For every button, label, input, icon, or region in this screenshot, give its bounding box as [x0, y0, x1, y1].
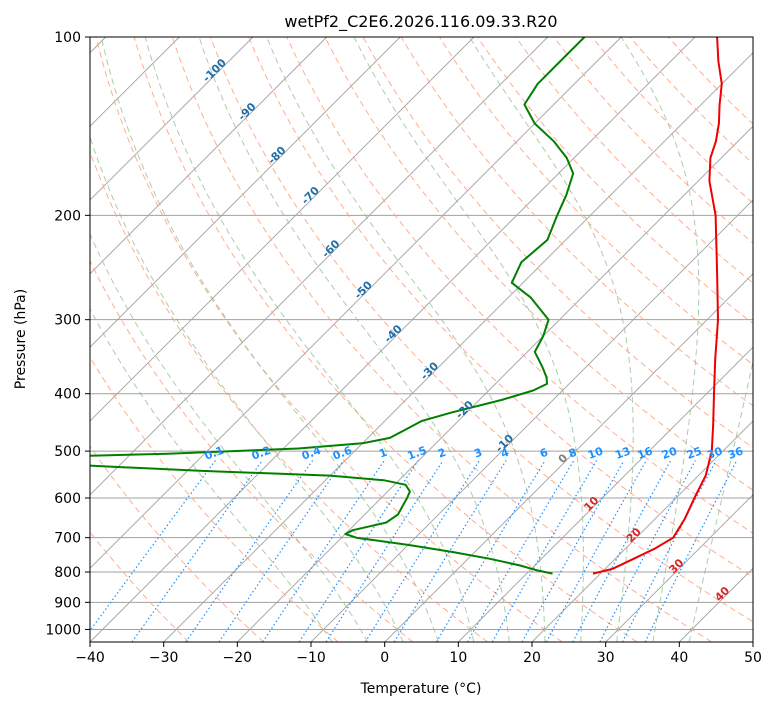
isotherm-line	[605, 494, 753, 642]
moist-adiabat	[688, 358, 753, 642]
mixing-ratio-line	[218, 460, 344, 642]
mixing-ratio-line	[545, 460, 647, 642]
x-tick-label: 20	[523, 650, 541, 666]
isotherm-line	[531, 420, 753, 642]
moist-adiabat	[90, 232, 369, 642]
dry-adiabat	[210, 37, 753, 623]
axes: −40 −30 −20 −10 0 10 20 30 40 50 1000 900 800 700 600 5…	[45, 30, 762, 666]
isotherm-line	[90, 37, 475, 422]
dry-adiabat	[400, 37, 753, 407]
dry-adiabat	[629, 37, 753, 165]
dry-adiabat	[90, 445, 264, 642]
dry-adiabat	[515, 37, 753, 284]
mixing-ratio-label: 16	[636, 444, 655, 462]
temperature-profile-line	[592, 37, 723, 575]
dry-adiabat	[591, 37, 753, 204]
isotherm-line	[90, 37, 328, 275]
moist-adiabat	[620, 37, 700, 642]
mixing-ratio-line	[262, 460, 385, 642]
dewpoint-profile-line	[90, 37, 586, 575]
x-tick-label: 50	[744, 650, 762, 666]
mixing-ratio-line	[185, 460, 314, 642]
chart-title: wetPf2_C2E6.2026.116.09.33.R20	[284, 12, 557, 32]
isotherm-line	[457, 346, 753, 642]
mixing-ratio-line	[466, 460, 575, 642]
mixing-ratio-label: 0.1	[203, 444, 226, 463]
moist-adiabat	[198, 37, 510, 642]
y-tick-label: 1000	[45, 622, 81, 638]
y-tick-label: 600	[54, 491, 81, 507]
x-tick-label: 10	[449, 650, 467, 666]
y-tick-label: 200	[54, 208, 81, 224]
mixing-ratio-line	[298, 460, 419, 642]
mixing-ratio-label: 36	[726, 444, 745, 462]
y-tick-label: 800	[54, 565, 81, 581]
mixing-ratio-label: 1	[377, 446, 389, 461]
dry-adiabat	[95, 37, 563, 642]
x-tick-label: −40	[75, 650, 105, 666]
mixing-ratio-label: 8	[567, 446, 579, 461]
isotherm-line	[90, 37, 549, 496]
isotherm-line	[90, 37, 401, 348]
mixing-ratio-label: 20	[660, 444, 679, 462]
y-tick-label: 900	[54, 595, 81, 611]
dry-adiabat	[362, 37, 753, 449]
x-tick-label: −10	[296, 650, 326, 666]
moist-adiabat	[266, 37, 546, 642]
moist-adiabat	[144, 37, 475, 642]
dry-adiabat	[324, 37, 753, 491]
isotherm-line	[236, 125, 753, 642]
isotherm-line	[90, 37, 254, 201]
x-axis-label: Temperature (°C)	[360, 681, 482, 697]
mixing-ratio-label: 30	[705, 444, 724, 462]
isotherm-line	[384, 273, 753, 642]
y-tick-label: 700	[54, 531, 81, 547]
y-tick-label: 100	[54, 30, 81, 46]
isotherm-line	[90, 37, 696, 642]
dry-adiabat	[477, 37, 753, 325]
moist-adiabat	[100, 37, 439, 642]
dry-adiabat	[133, 37, 638, 642]
mixing-ratio-label: 6	[538, 446, 550, 461]
y-tick-label: 300	[54, 313, 81, 329]
background-lines	[90, 37, 753, 642]
dry-adiabat	[248, 37, 753, 578]
isotherm-line	[163, 52, 753, 642]
mixing-ratio-label: 3	[472, 446, 484, 461]
moist-adiabat	[90, 135, 404, 642]
x-tick-label: 40	[670, 650, 688, 666]
mixing-ratio-label: 13	[613, 444, 632, 461]
dry-adiabat	[90, 259, 414, 642]
mixing-ratio-line	[131, 460, 263, 642]
x-tick-label: 0	[380, 650, 389, 666]
x-tick-label: −20	[223, 650, 253, 666]
y-tick-label: 400	[54, 387, 81, 403]
y-axis-label: Pressure (hPa)	[13, 289, 29, 389]
mixing-ratio-line	[90, 460, 216, 632]
mixing-ratio-label: 10	[586, 444, 605, 462]
mixing-ratio-label: 0.6	[331, 444, 354, 463]
moist-adiabat	[90, 308, 333, 642]
mixing-ratio-label: 4	[499, 446, 511, 461]
y-tick-label: 500	[54, 444, 81, 460]
dry-adiabat	[171, 37, 712, 642]
mixing-ratio-label: 0.2	[250, 444, 273, 463]
mixing-ratio-label: 2	[436, 446, 448, 461]
mixing-ratio-line	[435, 460, 546, 642]
x-tick-label: 30	[597, 650, 615, 666]
mixing-ratio-line	[521, 460, 625, 642]
isotherm-line	[90, 37, 622, 569]
mixing-ratio-label: 0.4	[300, 444, 323, 463]
mixing-ratio-label: 25	[685, 444, 704, 461]
plot-frame	[89, 36, 754, 643]
mixing-ratio-line	[644, 460, 738, 642]
mixing-ratio-label: 1.5	[406, 444, 429, 463]
x-tick-label: −30	[149, 650, 179, 666]
mixing-ratio-line	[491, 460, 598, 642]
profile-lines	[90, 37, 723, 575]
